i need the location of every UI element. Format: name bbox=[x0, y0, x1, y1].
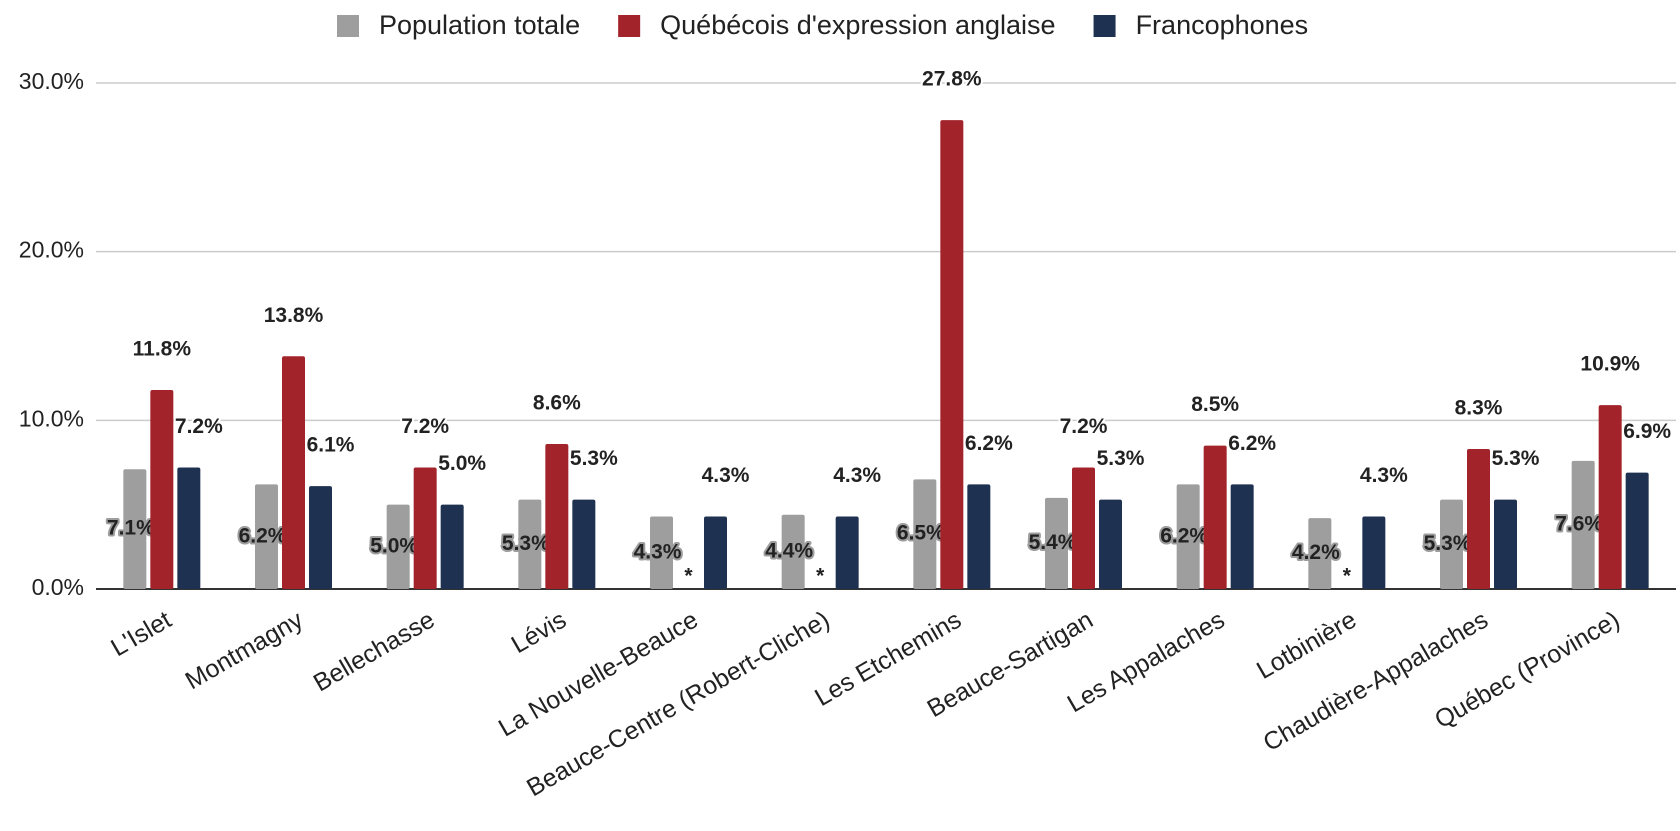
bar bbox=[781, 514, 805, 589]
legend-item: Population totale bbox=[337, 10, 580, 40]
value-label: 6.1% bbox=[307, 434, 355, 457]
legend-label: Francophones bbox=[1136, 10, 1309, 40]
bar bbox=[650, 516, 673, 589]
bar bbox=[123, 469, 147, 589]
value-label: 5.3% bbox=[570, 447, 618, 470]
bar bbox=[1203, 445, 1227, 589]
bar bbox=[704, 516, 727, 589]
value-label: 4.2% bbox=[1292, 541, 1340, 564]
bar bbox=[545, 443, 569, 589]
value-label: 6.2% bbox=[1160, 524, 1208, 547]
x-tick-label: Chaudière-Appalaches bbox=[1259, 606, 1493, 757]
value-label: 7.2% bbox=[175, 415, 223, 438]
bar bbox=[1362, 516, 1386, 589]
value-label: 5.3% bbox=[1492, 447, 1540, 470]
bar bbox=[835, 516, 859, 589]
bar bbox=[440, 504, 464, 589]
value-label: 8.3% bbox=[1455, 397, 1503, 420]
bar bbox=[940, 120, 964, 590]
value-label: 4.3% bbox=[833, 464, 881, 487]
bar bbox=[1625, 472, 1649, 589]
legend-swatch bbox=[618, 15, 641, 37]
value-label: 7.1% bbox=[107, 517, 155, 540]
value-label: 5.3% bbox=[1097, 447, 1145, 470]
bar bbox=[1045, 497, 1068, 589]
legend-label: Québécois d'expression anglaise bbox=[660, 10, 1055, 40]
value-label: 8.6% bbox=[533, 391, 581, 414]
value-label: 8.5% bbox=[1191, 393, 1239, 416]
legend-item: Francophones bbox=[1093, 10, 1309, 40]
legend-swatch bbox=[1093, 15, 1116, 37]
value-label: * bbox=[816, 565, 825, 588]
value-label: 4.3% bbox=[702, 464, 750, 487]
value-label: * bbox=[684, 565, 693, 588]
value-label: 6.5% bbox=[897, 522, 945, 545]
bar bbox=[255, 484, 278, 589]
x-tick-label: Montmagny bbox=[181, 605, 309, 695]
bar bbox=[150, 389, 174, 589]
value-label: 5.4% bbox=[1029, 531, 1077, 554]
bar bbox=[1176, 484, 1200, 589]
bar bbox=[1571, 460, 1595, 589]
value-label: 4.3% bbox=[634, 540, 682, 563]
legend-item: Québécois d'expression anglaise bbox=[618, 10, 1056, 40]
value-label: 27.8% bbox=[922, 68, 982, 91]
bar bbox=[1230, 484, 1254, 589]
value-label: 7.2% bbox=[1060, 415, 1108, 438]
x-tick-label: Lotbinière bbox=[1252, 606, 1361, 685]
x-tick-label: Bellechasse bbox=[309, 606, 440, 698]
value-label: 6.2% bbox=[1228, 432, 1276, 455]
value-label: * bbox=[1343, 565, 1352, 588]
value-label: 5.3% bbox=[502, 532, 550, 555]
value-label: 7.2% bbox=[401, 415, 449, 438]
value-label: 7.6% bbox=[1555, 512, 1603, 535]
value-label: 5.3% bbox=[1424, 532, 1472, 555]
bar bbox=[1308, 518, 1332, 589]
x-tick-label: Lévis bbox=[507, 606, 572, 659]
bar bbox=[1467, 449, 1490, 589]
bar bbox=[386, 504, 410, 589]
value-label: 13.8% bbox=[264, 304, 324, 327]
bar bbox=[967, 484, 991, 589]
bar bbox=[413, 467, 437, 589]
value-label: 6.9% bbox=[1623, 420, 1671, 443]
value-label: 5.0% bbox=[370, 534, 418, 557]
bar bbox=[1072, 467, 1095, 589]
y-tick-label: 30.0% bbox=[19, 68, 84, 94]
value-label: 6.2% bbox=[239, 524, 287, 547]
bar bbox=[913, 479, 937, 589]
bar bbox=[177, 467, 201, 589]
value-label: 10.9% bbox=[1580, 353, 1640, 376]
value-label: 4.4% bbox=[765, 539, 813, 562]
bar bbox=[282, 356, 305, 589]
value-label: 11.8% bbox=[133, 338, 192, 361]
y-tick-label: 10.0% bbox=[19, 405, 84, 431]
x-tick-label: L'Islet bbox=[106, 606, 176, 663]
legend-swatch bbox=[337, 15, 359, 37]
bar bbox=[1494, 499, 1517, 589]
bar bbox=[572, 499, 596, 589]
bar bbox=[309, 486, 332, 589]
legend-label: Population totale bbox=[379, 10, 580, 40]
bar bbox=[1598, 405, 1622, 589]
bar bbox=[518, 499, 542, 589]
y-tick-label: 20.0% bbox=[19, 237, 84, 263]
value-label: 4.3% bbox=[1360, 464, 1408, 487]
value-label: 6.2% bbox=[965, 432, 1013, 455]
value-label: 5.0% bbox=[438, 452, 486, 475]
y-tick-label: 0.0% bbox=[32, 574, 84, 600]
bar bbox=[1099, 499, 1122, 589]
bar bbox=[1440, 499, 1463, 589]
